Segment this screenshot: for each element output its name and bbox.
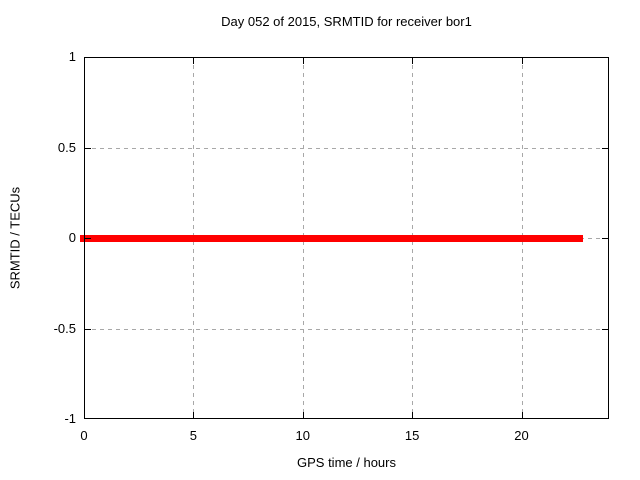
xtick-label: 10 [295,428,310,443]
ytick-label: -1 [64,411,76,426]
xtick-top [412,57,414,64]
ytick-left [84,328,91,330]
ytick-label: 0.5 [57,139,76,155]
xtick-bottom [521,412,523,419]
x-axis-title: GPS time / hours [297,455,396,470]
ytick-label: 0 [68,230,76,245]
chart-title: Day 052 of 2015, SRMTID for receiver bor… [221,14,472,29]
xtick-bottom [193,412,195,419]
data-series-SRMTID [80,234,583,242]
xtick-label: 0 [80,428,88,443]
xtick-bottom [302,412,304,419]
gridline-y--0.5 [84,328,609,330]
plot-area [80,57,609,419]
gridline-y-0.5 [84,147,609,149]
xtick-top [302,57,304,64]
ytick-label: 1 [68,49,76,64]
xtick-label: 15 [404,428,420,443]
ytick-left [84,238,91,239]
y-axis-title: SRMTID / TECUs [7,186,23,290]
xtick-bottom [412,412,414,419]
xtick-label: 5 [189,428,197,443]
ytick-label: -0.5 [53,320,76,336]
xtick-label: 20 [514,428,529,443]
ytick-right [602,147,609,149]
ytick-left [84,147,91,149]
xtick-top [193,57,195,64]
ytick-right [602,238,609,239]
ytick-right [602,328,609,330]
xtick-top [521,57,523,64]
